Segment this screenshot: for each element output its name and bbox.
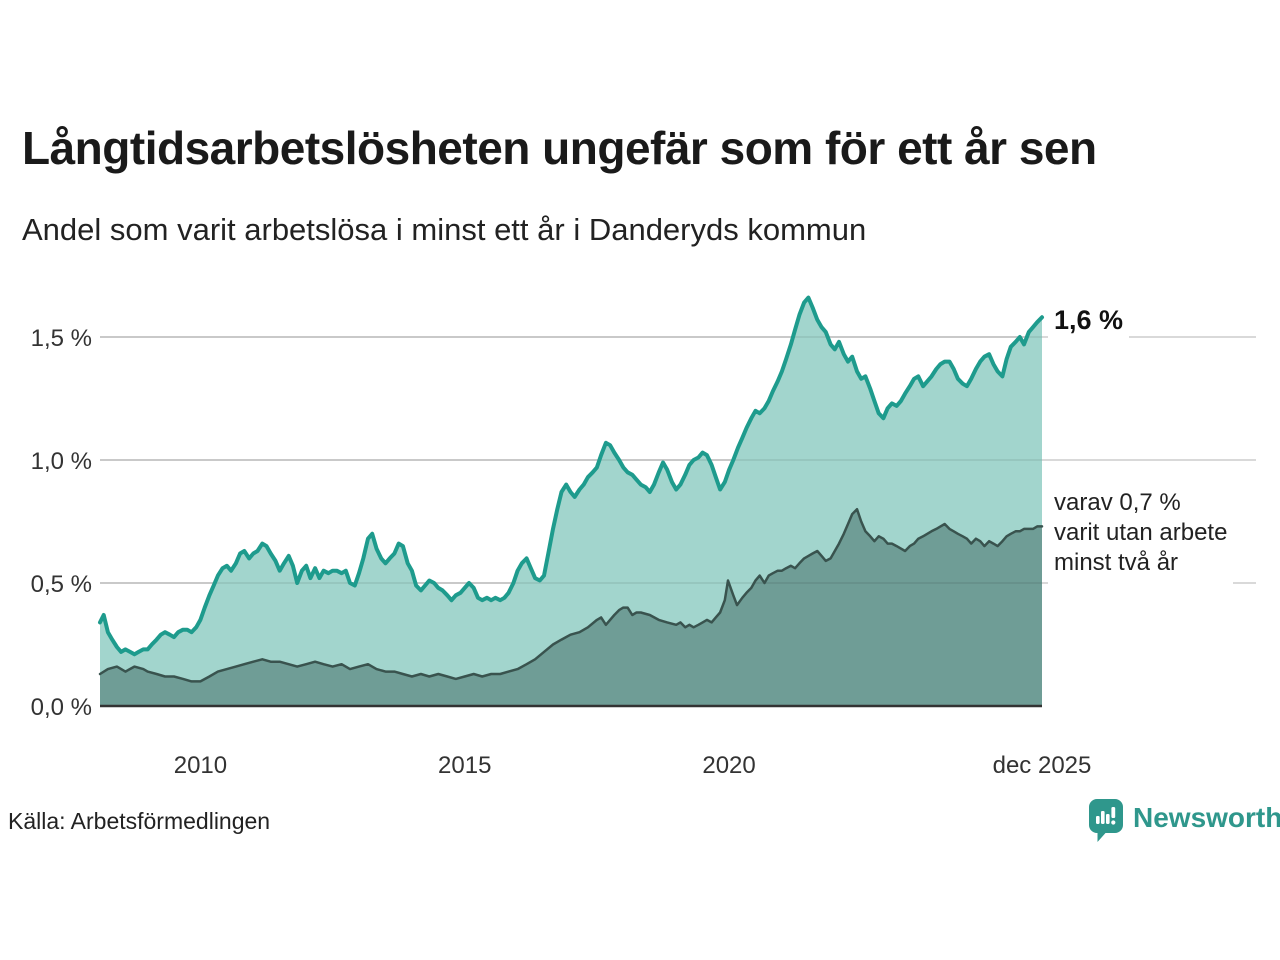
logo-exclamation-dot [1111, 820, 1116, 825]
annotation-line: varit utan arbete [1054, 519, 1228, 546]
y-tick-label: 1,5 % [31, 325, 92, 352]
y-tick-label: 1,0 % [31, 448, 92, 475]
x-tick-label: dec 2025 [993, 752, 1092, 779]
logo-exclamation-bar [1111, 807, 1116, 818]
annotation-line: minst två år [1054, 549, 1179, 576]
latest-value-label: 1,6 % [1048, 303, 1130, 338]
line-unemployed-min-1-year [98, 295, 1044, 657]
x-tick-label: 2010 [174, 752, 227, 779]
x-tick-label: 2020 [702, 752, 755, 779]
brand-logo: Newsworthy [1088, 798, 1280, 844]
logo-bar [1106, 814, 1110, 824]
newsworthy-logo-icon [1089, 799, 1123, 842]
y-tick-label: 0,0 % [31, 694, 92, 721]
page-title: Långtidsarbetslösheten ungefär som för e… [22, 122, 1097, 174]
annotation-line: varav 0,7 % [1054, 489, 1181, 516]
brand-name: Newsworthy [1133, 802, 1280, 833]
logo-bar [1101, 811, 1105, 824]
source-note: Källa: Arbetsförmedlingen [8, 808, 271, 834]
logo-bar [1096, 816, 1100, 824]
y-tick-label: 0,5 % [31, 571, 92, 598]
secondary-series-annotation: varav 0,7 % varit utan arbete minst två … [1048, 486, 1234, 586]
x-tick-label: 2015 [438, 752, 491, 779]
line-unemployed-min-2-years [98, 507, 1044, 683]
page-subtitle: Andel som varit arbetslösa i minst ett å… [22, 212, 867, 247]
